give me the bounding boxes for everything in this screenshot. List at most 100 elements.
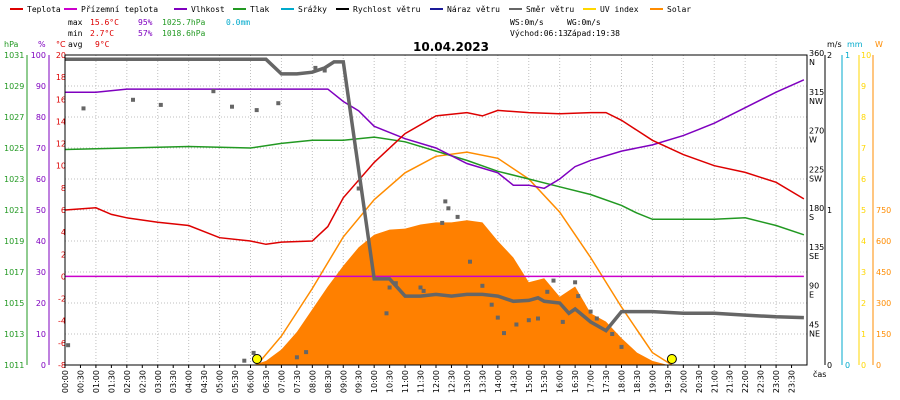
solar-theoretical-line: [256, 151, 673, 366]
wind-dir-degree-tick: 360: [809, 49, 824, 58]
wind-direction-point: [455, 214, 460, 219]
solar-tick: 150: [876, 330, 891, 339]
time-tick-label: 00:00: [61, 370, 70, 393]
wind-direction-line: [65, 57, 804, 333]
wind-direction-point: [610, 332, 615, 336]
stats-max-rain: 0.0mm: [226, 18, 250, 27]
time-tick-label: 20:00: [679, 370, 688, 393]
time-tick-label: 03:30: [169, 370, 178, 393]
uv-tick: 8: [861, 113, 866, 122]
humidity-tick: 0: [41, 361, 46, 370]
rain-tick: 1: [845, 51, 850, 60]
stats-avg-temp: 9°C: [95, 40, 110, 49]
degc-unit-label: °C: [56, 40, 66, 49]
wind-dir-compass-tick: S: [809, 213, 814, 222]
stats-max-temp: 15.6°C: [90, 18, 119, 27]
time-tick-label: 05:30: [231, 370, 240, 393]
solar-area: [253, 220, 668, 365]
time-axis-label: čas: [813, 369, 826, 379]
temperature-line: [64, 109, 805, 246]
time-tick-label: 10:00: [370, 370, 379, 393]
uv-tick: 5: [861, 206, 866, 215]
uv-tick: 1: [861, 330, 866, 339]
axis-unit-labels: hPa % °C m/s mm W čas: [4, 40, 883, 379]
wind-direction-point: [131, 97, 135, 102]
time-tick-label: 13:00: [463, 370, 472, 393]
humidity-tick: 80: [36, 113, 46, 122]
wind-direction-point: [276, 101, 281, 106]
w-unit-label: W: [875, 40, 883, 49]
time-tick-label: 08:00: [308, 370, 317, 393]
wind-direction-point: [81, 106, 86, 111]
stats-max-label: max: [68, 18, 83, 27]
humidity-tick: 70: [36, 144, 46, 153]
temperature-tick: 0: [61, 272, 66, 281]
stats-min-press: 1018.6hPa: [162, 29, 206, 38]
time-tick-label: 13:30: [478, 370, 487, 393]
wind-direction-point: [526, 318, 531, 323]
legend-label: Náraz větru: [447, 5, 500, 14]
wind-direction-point: [489, 302, 494, 307]
time-tick-label: 21:30: [726, 370, 735, 393]
time-tick-label: 02:30: [138, 370, 147, 393]
wind-direction-point: [230, 104, 234, 109]
pressure-tick: 1027: [4, 113, 24, 122]
temperature-tick: -6: [58, 339, 66, 348]
temperature-tick: 4: [61, 228, 66, 237]
time-tick-label: 17:30: [602, 370, 611, 393]
solar-tick: 0: [876, 361, 881, 370]
wind-dir-compass-tick: N: [809, 58, 815, 67]
pressure-tick: 1021: [4, 206, 24, 215]
legend-label: UV index: [600, 5, 639, 14]
legend-label: Tlak: [250, 5, 269, 14]
legend-label: Směr větru: [526, 5, 574, 14]
temperature-tick: 6: [61, 206, 66, 215]
pressure-tick: 1023: [4, 175, 24, 184]
time-tick-label: 14:00: [494, 370, 503, 393]
time-tick-label: 01:30: [107, 370, 116, 393]
temperature-tick: 10: [56, 162, 66, 171]
humidity-tick: 30: [36, 268, 46, 277]
wind-direction-point: [536, 316, 540, 321]
temperature-tick: -8: [58, 361, 66, 370]
uv-tick: 2: [861, 299, 866, 308]
time-tick-label: 01:00: [92, 370, 101, 393]
time-tick-label: 14:30: [509, 370, 518, 393]
wind-direction-point: [294, 355, 299, 360]
time-tick-label: 04:30: [200, 370, 209, 393]
solar-tick: 600: [876, 237, 891, 246]
humidity-line: [65, 79, 805, 190]
plot-area: [64, 57, 805, 366]
uv-tick: 3: [861, 268, 866, 277]
pressure-tick: 1019: [4, 237, 24, 246]
wind-direction-point: [211, 89, 216, 94]
legend-label: Přízemní teplota: [81, 5, 158, 14]
time-tick-label: 03:00: [154, 370, 163, 393]
wind-dir-degree-tick: 180: [809, 204, 824, 213]
wind-direction-point: [242, 358, 247, 363]
wind-dir-degree-tick: 135: [809, 243, 824, 252]
sun-marker-06:13: [252, 354, 262, 364]
temperature-tick: 12: [56, 140, 66, 149]
time-tick-label: 22:00: [741, 370, 750, 393]
time-tick-label: 09:00: [339, 370, 348, 393]
sun-marker-19:38: [666, 354, 677, 364]
uv-tick: 0: [861, 361, 866, 370]
wind-direction-point: [313, 65, 318, 70]
pressure-tick: 1029: [4, 82, 24, 91]
wind-gust-readout: WG:0m/s: [567, 18, 601, 27]
time-tick-label: 10:30: [386, 370, 395, 393]
temperature-tick: 18: [56, 73, 66, 82]
wind-dir-degree-tick: 90: [809, 282, 819, 291]
hpa-unit-label: hPa: [4, 40, 19, 49]
time-axis: 00:00 00:30 01:00 01:30 02:00 02:30 03:00 03:30…: [61, 365, 797, 393]
wind-direction-point: [576, 294, 581, 299]
pressure-line: [64, 136, 805, 236]
wind-direction-point: [514, 322, 519, 327]
left-axes: 1031 1029 1027 1025 1023 1021 1019 1017 1015 1013…: [4, 51, 66, 370]
sunrise-readout: Východ:06:13: [510, 29, 568, 38]
stats-min-hum: 57%: [138, 29, 153, 38]
wind-direction-point: [418, 285, 423, 290]
time-tick-label: 05:00: [216, 370, 225, 393]
